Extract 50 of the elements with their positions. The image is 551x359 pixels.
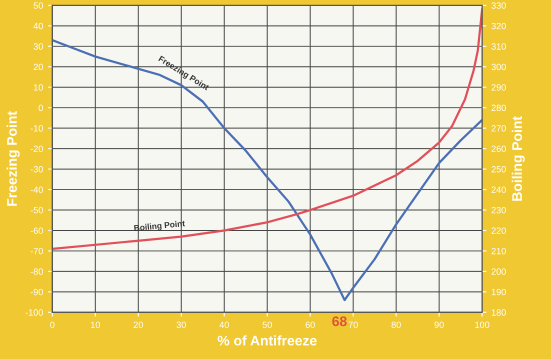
x-tick-label: 70 (348, 322, 358, 328)
y-tick-label: 30 (34, 43, 43, 50)
y-tick-label: 40 (33, 22, 43, 30)
y2-tick-label: 270 (492, 125, 506, 132)
y-tick-label: -60 (30, 227, 43, 234)
y2-tick-label: 310 (491, 43, 506, 50)
y2-tick-label: 190 (492, 288, 506, 296)
y-tick-label: -70 (30, 248, 43, 254)
x-tick-label: 50 (262, 322, 272, 328)
y-tick-label: -100 (26, 309, 43, 316)
y-tick-label: -20 (30, 146, 43, 152)
y-tick-label: -90 (30, 288, 43, 296)
y2-tick-label: 240 (492, 186, 506, 193)
y2-tick-label: 280 (492, 104, 506, 112)
x-tick-label: 100 (475, 322, 490, 328)
y2-tick-label: 300 (491, 64, 506, 70)
x-tick-label: 60 (306, 322, 315, 328)
y2-axis-title: Boiling Point (512, 116, 525, 201)
y2-tick-label: 200 (492, 268, 506, 275)
y-axis-title: Freezing Point (6, 111, 20, 206)
y2-tick-label: 330 (491, 2, 506, 9)
y-tick-label: -30 (30, 166, 43, 172)
y-tick-label: -80 (30, 268, 43, 275)
x-tick-label: 10 (90, 322, 100, 328)
y2-tick-label: 250 (492, 166, 506, 172)
y2-tick-label: 290 (492, 84, 506, 91)
y2-tick-label: 320 (491, 22, 506, 30)
x-tick-label: 90 (434, 322, 444, 328)
y-tick-label: 50 (34, 2, 43, 9)
text: 68 (332, 316, 347, 326)
y2-tick-label: 180 (492, 309, 506, 316)
x-tick-label: 20 (134, 322, 143, 328)
y-tick-label: -10 (30, 125, 43, 132)
y2-tick-label: 230 (492, 206, 506, 214)
y-tick-label: -50 (30, 206, 43, 214)
text: Boiling Point (134, 220, 186, 233)
x-tick-label: 0 (50, 322, 55, 328)
y-tick-label: -40 (30, 186, 43, 193)
x-axis-title: % of Antifreeze (218, 335, 317, 346)
x-tick-label: 30 (176, 322, 186, 328)
y-tick-label: 20 (34, 64, 43, 70)
y2-tick-label: 260 (492, 146, 506, 152)
line-series (52, 8, 482, 250)
x-tick-label: 40 (219, 322, 229, 328)
y-tick-label: 0 (38, 104, 43, 112)
line-series (52, 39, 482, 302)
y2-tick-label: 220 (492, 227, 506, 234)
x-tick-label: 80 (392, 322, 401, 328)
y-tick-label: 10 (34, 84, 43, 91)
y2-tick-label: 210 (492, 248, 506, 254)
